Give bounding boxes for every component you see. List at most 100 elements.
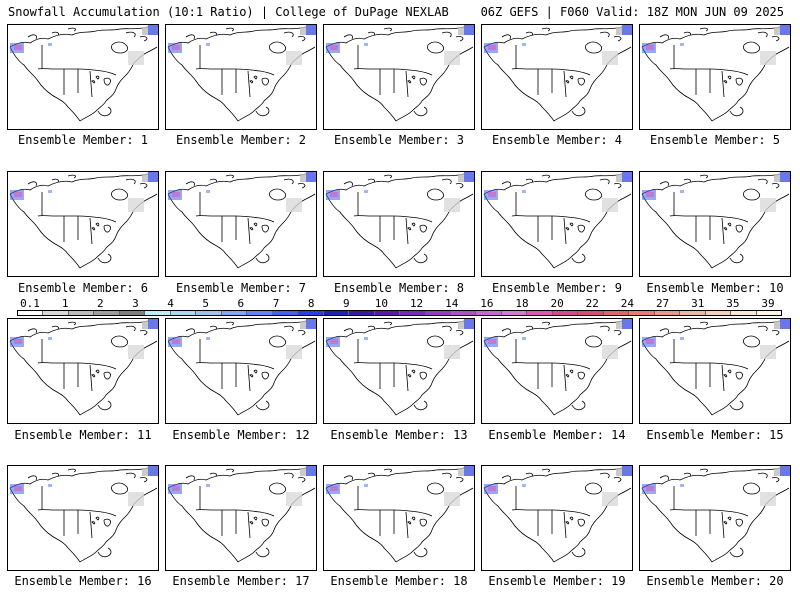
ensemble-member-label: Ensemble Member: 11 — [14, 428, 152, 442]
colorbar-segment — [298, 311, 324, 315]
north-america-map — [9, 25, 158, 122]
colorbar-tick-label: 8 — [307, 297, 315, 310]
colorbar-segment — [374, 311, 401, 315]
north-america-map — [325, 319, 474, 416]
ensemble-member-map — [7, 465, 159, 571]
north-america-map — [641, 319, 790, 416]
colorbar-segment — [680, 311, 706, 315]
ensemble-member-label: Ensemble Member: 2 — [175, 133, 307, 147]
colorbar-tick-label: 5 — [202, 297, 210, 310]
colorbar-tick-label: 9 — [342, 297, 350, 310]
colorbar-tick-label: 3 — [132, 297, 139, 310]
ensemble-member-map — [481, 171, 633, 277]
ensemble-member-map — [165, 171, 317, 277]
ensemble-member-label: Ensemble Member: 1 — [17, 133, 149, 147]
colorbar-segment — [654, 311, 681, 315]
colorbar-segment — [400, 311, 426, 315]
north-america-map — [483, 319, 632, 416]
north-america-map — [167, 466, 316, 563]
ensemble-member-label: Ensemble Member: 4 — [491, 133, 623, 147]
colorbar-tick-label: 12 — [409, 297, 424, 310]
north-america-map — [641, 25, 790, 122]
colorbar-segment — [349, 311, 375, 315]
colorbar-segment — [247, 311, 273, 315]
colorbar-tick-label: 4 — [167, 297, 174, 310]
ensemble-member-label: Ensemble Member: 7 — [175, 281, 307, 295]
north-america-map — [483, 466, 632, 563]
colorbar-tick-label: 16 — [480, 297, 494, 310]
ensemble-member-label: Ensemble Member: 14 — [488, 428, 626, 442]
colorbar-segment — [119, 311, 146, 315]
ensemble-member-label: Ensemble Member: 9 — [491, 281, 623, 295]
colorbar-segment — [705, 311, 732, 315]
colorbar-tick-label: 31 — [691, 297, 705, 310]
ensemble-member-label: Ensemble Member: 16 — [14, 574, 152, 588]
colorbar-segment — [196, 311, 222, 315]
north-america-map — [641, 466, 790, 563]
colorbar-segment — [527, 311, 553, 315]
ensemble-member-map — [323, 465, 475, 571]
north-america-map — [9, 319, 158, 416]
north-america-map — [325, 172, 474, 269]
ensemble-member-map — [323, 318, 475, 424]
colorbar-tick-label: 18 — [515, 297, 529, 310]
colorbar-segment — [629, 311, 655, 315]
colorbar-segment — [501, 311, 528, 315]
valid-time-label: 06Z GEFS | F060 Valid: 18Z MON JUN 09 20… — [480, 5, 784, 19]
colorbar-segment — [603, 311, 630, 315]
colorbar-segment — [756, 311, 782, 315]
ensemble-member-label: Ensemble Member: 20 — [646, 574, 784, 588]
colorbar-segment — [18, 311, 44, 315]
colorbar-tick-label: 24 — [620, 297, 635, 310]
colorbar-segment — [43, 311, 69, 315]
north-america-map — [9, 172, 158, 269]
ensemble-member-label: Ensemble Member: 13 — [330, 428, 468, 442]
north-america-map — [325, 25, 474, 122]
snowfall-colorbar — [17, 310, 782, 316]
ensemble-member-map — [639, 24, 791, 130]
north-america-map — [483, 172, 632, 269]
ensemble-member-map — [7, 24, 159, 130]
ensemble-member-map — [481, 318, 633, 424]
chart-title: Snowfall Accumulation (10:1 Ratio) | Col… — [8, 5, 449, 19]
colorbar-segment — [68, 311, 95, 315]
colorbar-segment — [323, 311, 350, 315]
colorbar-segment — [552, 311, 579, 315]
ensemble-member-label: Ensemble Member: 17 — [172, 574, 310, 588]
north-america-map — [167, 319, 316, 416]
colorbar-tick-label: 22 — [585, 297, 599, 310]
ensemble-member-map — [7, 171, 159, 277]
ensemble-member-label: Ensemble Member: 10 — [646, 281, 784, 295]
colorbar-segment — [221, 311, 248, 315]
colorbar-tick-label: 39 — [761, 297, 775, 310]
ensemble-member-label: Ensemble Member: 12 — [172, 428, 310, 442]
ensemble-member-map — [481, 24, 633, 130]
colorbar-segment — [731, 311, 757, 315]
colorbar-tick-label: 14 — [445, 297, 459, 310]
colorbar-tick-label: 7 — [272, 297, 280, 310]
colorbar-segment — [425, 311, 451, 315]
north-america-map — [167, 25, 316, 122]
ensemble-member-map — [165, 465, 317, 571]
colorbar-segment — [170, 311, 197, 315]
colorbar-tick-label: 2 — [96, 297, 104, 310]
colorbar-segment — [476, 311, 502, 315]
ensemble-member-map — [639, 171, 791, 277]
colorbar-tick-label: 6 — [237, 297, 245, 310]
colorbar-segment — [145, 311, 171, 315]
colorbar-segment — [578, 311, 604, 315]
ensemble-member-map — [165, 24, 317, 130]
north-america-map — [167, 172, 316, 269]
ensemble-member-label: Ensemble Member: 18 — [330, 574, 468, 588]
colorbar-tick-label: 0.1 — [20, 297, 40, 310]
ensemble-member-label: Ensemble Member: 6 — [17, 281, 149, 295]
north-america-map — [641, 172, 790, 269]
ensemble-member-map — [323, 24, 475, 130]
colorbar-tick-label: 10 — [374, 297, 389, 310]
colorbar-segment — [94, 311, 120, 315]
colorbar-tick-label: 35 — [726, 297, 740, 310]
north-america-map — [9, 466, 158, 563]
colorbar-tick-label: 1 — [61, 297, 69, 310]
north-america-map — [325, 466, 474, 563]
ensemble-member-label: Ensemble Member: 8 — [333, 281, 465, 295]
